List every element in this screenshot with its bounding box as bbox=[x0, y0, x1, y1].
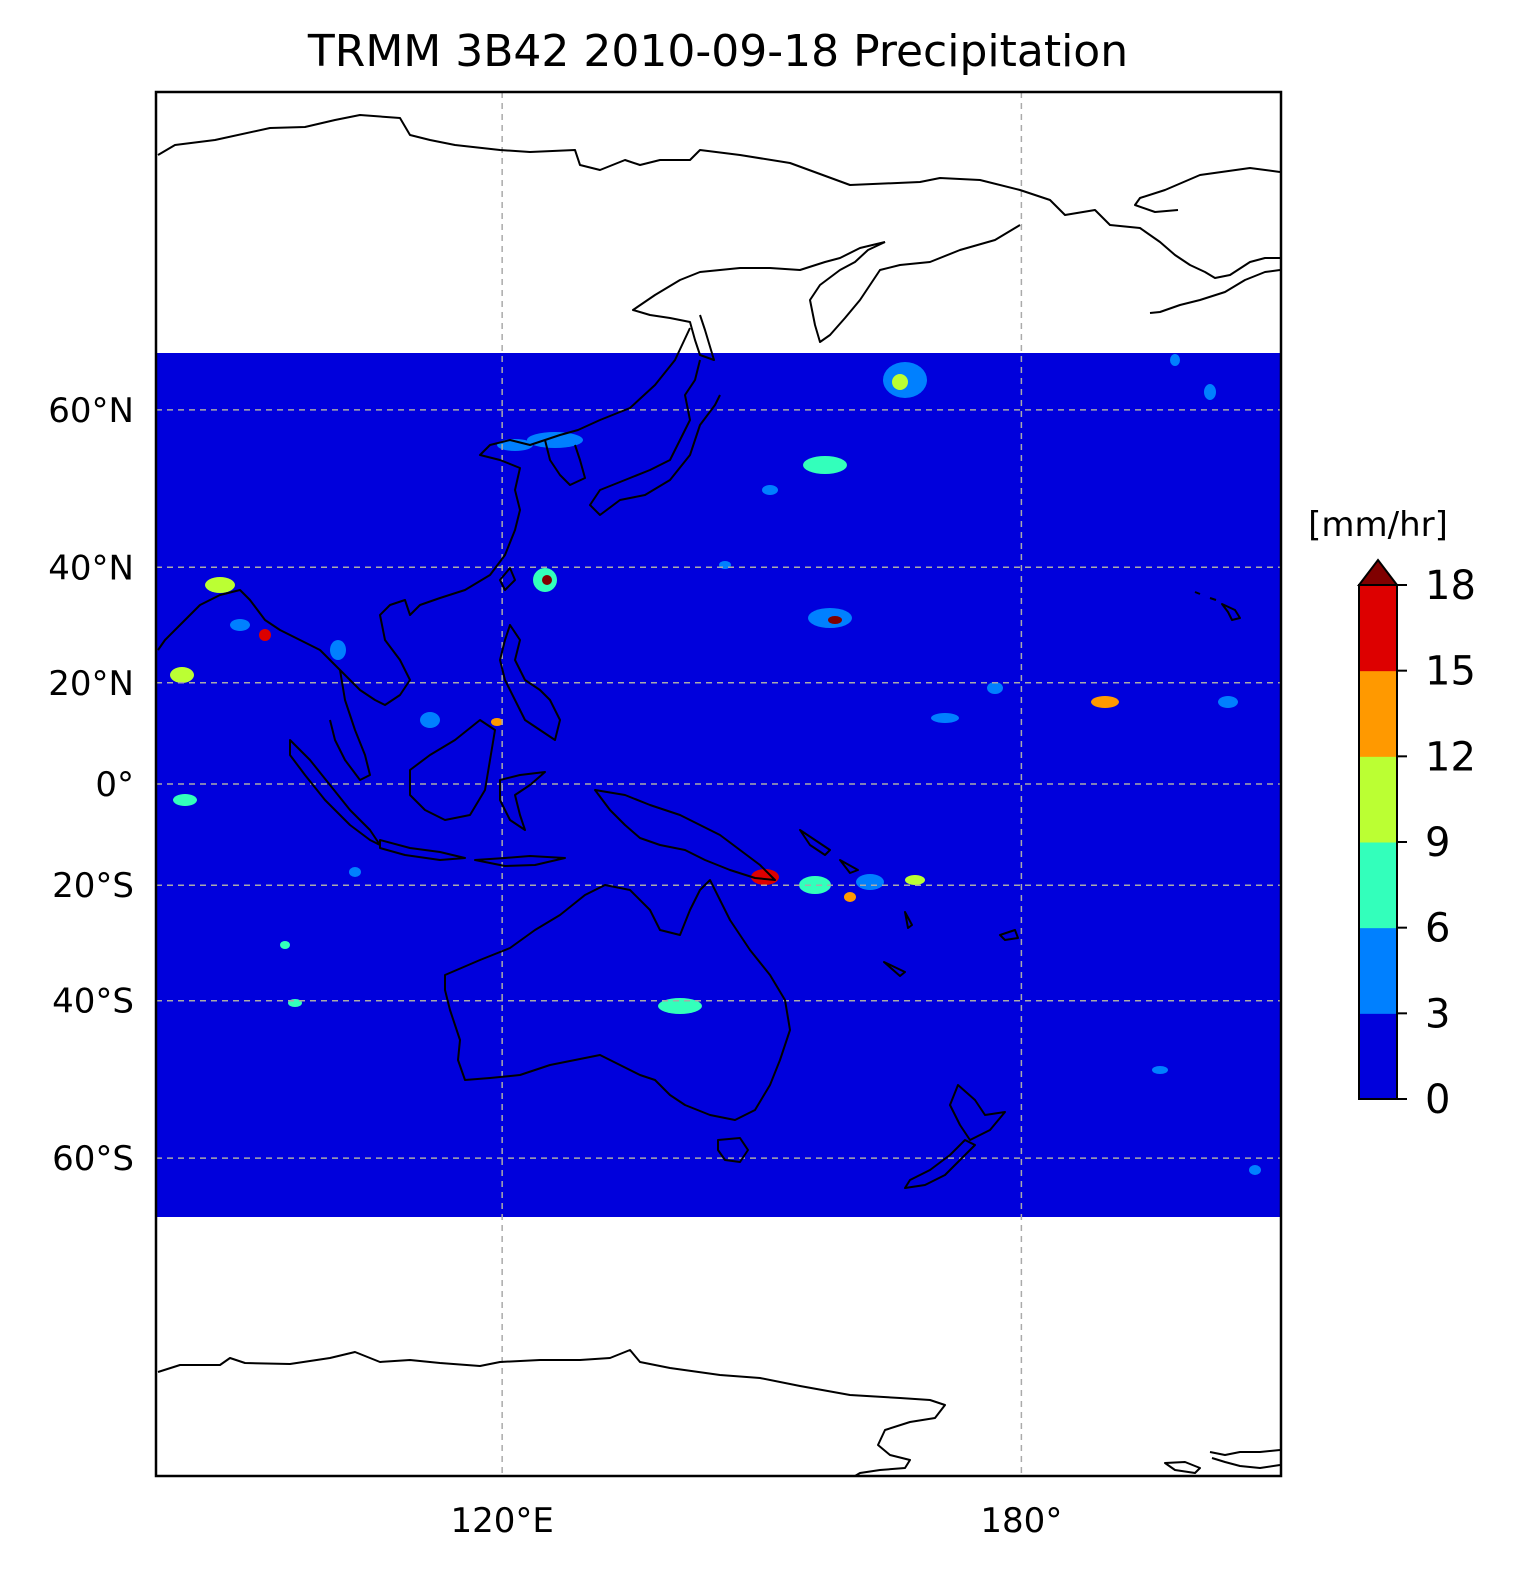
rain-cells bbox=[170, 354, 1261, 1175]
gridlines bbox=[156, 92, 1281, 1476]
coast-new-guinea bbox=[594, 789, 776, 881]
rain-cell bbox=[828, 616, 842, 624]
rain-cell bbox=[844, 892, 856, 902]
lat-tick-label: 20°N bbox=[48, 664, 134, 704]
rain-cell bbox=[751, 869, 779, 885]
colorbar-tick-label: 0 bbox=[1425, 1077, 1450, 1123]
lat-tick-label: 60°S bbox=[52, 1139, 134, 1179]
rain-cell bbox=[987, 682, 1003, 694]
colorbar-extend-arrow bbox=[1356, 558, 1400, 586]
coast-philippines bbox=[499, 624, 561, 741]
coast-java bbox=[379, 839, 566, 867]
lon-tick-labels: 120°E 180° bbox=[450, 1501, 1062, 1541]
rain-cell bbox=[1204, 384, 1216, 400]
rain-cell bbox=[205, 577, 235, 593]
coast-australia bbox=[444, 879, 791, 1121]
colorbar-band bbox=[1359, 756, 1397, 843]
lat-tick-label: 60°N bbox=[48, 391, 134, 431]
rain-cell bbox=[230, 619, 250, 631]
coast-okhotsk bbox=[632, 241, 886, 361]
coast-sumatra bbox=[289, 739, 381, 846]
coastlines bbox=[157, 114, 1281, 1477]
coast-kamchatka-east bbox=[1149, 269, 1281, 314]
rain-cell bbox=[1249, 1165, 1261, 1175]
colorbar-unit: [mm/hr] bbox=[1308, 505, 1448, 545]
coast-new-zealand bbox=[904, 1084, 1006, 1189]
colorbar: [mm/hr] 0 3 6 9 12 15 18 bbox=[1308, 505, 1476, 1123]
coast-malay bbox=[329, 669, 371, 781]
colorbar-tick-label: 12 bbox=[1425, 734, 1476, 780]
lat-tick-label: 0° bbox=[95, 765, 134, 805]
lon-tick-label: 180° bbox=[980, 1501, 1062, 1541]
coast-chukotka bbox=[1134, 167, 1281, 213]
colorbar-band bbox=[1359, 670, 1397, 757]
rain-cell bbox=[1170, 354, 1180, 366]
rain-cell bbox=[931, 713, 959, 723]
rain-cell bbox=[527, 432, 583, 448]
map-panel bbox=[154, 90, 1283, 1478]
colorbar-tick-label: 3 bbox=[1425, 991, 1450, 1037]
rain-cell bbox=[1091, 696, 1119, 708]
colorbar-ticks: 0 3 6 9 12 15 18 bbox=[1397, 563, 1476, 1123]
lat-tick-labels: 60°N 40°N 20°N 0° 20°S 40°S 60°S bbox=[48, 391, 134, 1179]
colorbar-band bbox=[1359, 842, 1397, 929]
colorbar-band bbox=[1359, 585, 1397, 672]
rain-cell bbox=[173, 794, 197, 806]
coast-japan bbox=[589, 359, 721, 516]
coast-kamchatka bbox=[809, 224, 1021, 343]
coast-antarctica-east bbox=[1164, 1449, 1281, 1474]
coast-sulawesi bbox=[499, 771, 546, 831]
colorbar-bands bbox=[1359, 585, 1397, 1100]
rain-cell bbox=[280, 941, 290, 949]
coast-north-asia bbox=[157, 114, 1280, 279]
rain-cell bbox=[1218, 696, 1238, 708]
colorbar-band bbox=[1359, 1013, 1397, 1100]
coast-antarctica bbox=[157, 1349, 946, 1477]
precipitation-field bbox=[156, 353, 1281, 1217]
rain-cell bbox=[491, 718, 503, 726]
lat-tick-label: 40°S bbox=[52, 982, 134, 1022]
rain-cell bbox=[542, 575, 552, 585]
rain-cell bbox=[1152, 1066, 1168, 1074]
rain-cell bbox=[170, 667, 194, 683]
coast-hawaii bbox=[1194, 591, 1241, 621]
rain-cell bbox=[349, 867, 361, 877]
coast-taiwan bbox=[499, 567, 516, 591]
rain-cell bbox=[905, 875, 925, 885]
rain-cell bbox=[762, 485, 778, 495]
map-title: TRMM 3B42 2010-09-18 Precipitation bbox=[307, 26, 1128, 77]
colorbar-tick-label: 6 bbox=[1425, 906, 1450, 952]
coast-solomon bbox=[799, 829, 1019, 977]
lat-tick-label: 20°S bbox=[52, 866, 134, 906]
rain-cell bbox=[420, 712, 440, 728]
map-frame bbox=[154, 90, 1283, 1478]
rain-cell bbox=[856, 874, 884, 890]
rain-cell bbox=[259, 629, 271, 641]
rain-cell bbox=[330, 640, 346, 660]
rain-cell bbox=[803, 456, 847, 474]
rain-cell bbox=[892, 374, 908, 390]
coast-tasmania bbox=[717, 1137, 749, 1163]
rain-cell bbox=[658, 998, 702, 1014]
colorbar-tick-label: 15 bbox=[1425, 649, 1476, 695]
colorbar-band bbox=[1359, 927, 1397, 1014]
coast-korea-china bbox=[157, 327, 691, 706]
colorbar-tick-label: 9 bbox=[1425, 820, 1450, 866]
lat-tick-label: 40°N bbox=[48, 548, 134, 588]
colorbar-tick-label: 18 bbox=[1425, 563, 1476, 609]
lon-tick-label: 120°E bbox=[450, 1501, 553, 1541]
rain-cell bbox=[799, 876, 831, 894]
coast-borneo bbox=[409, 719, 496, 821]
